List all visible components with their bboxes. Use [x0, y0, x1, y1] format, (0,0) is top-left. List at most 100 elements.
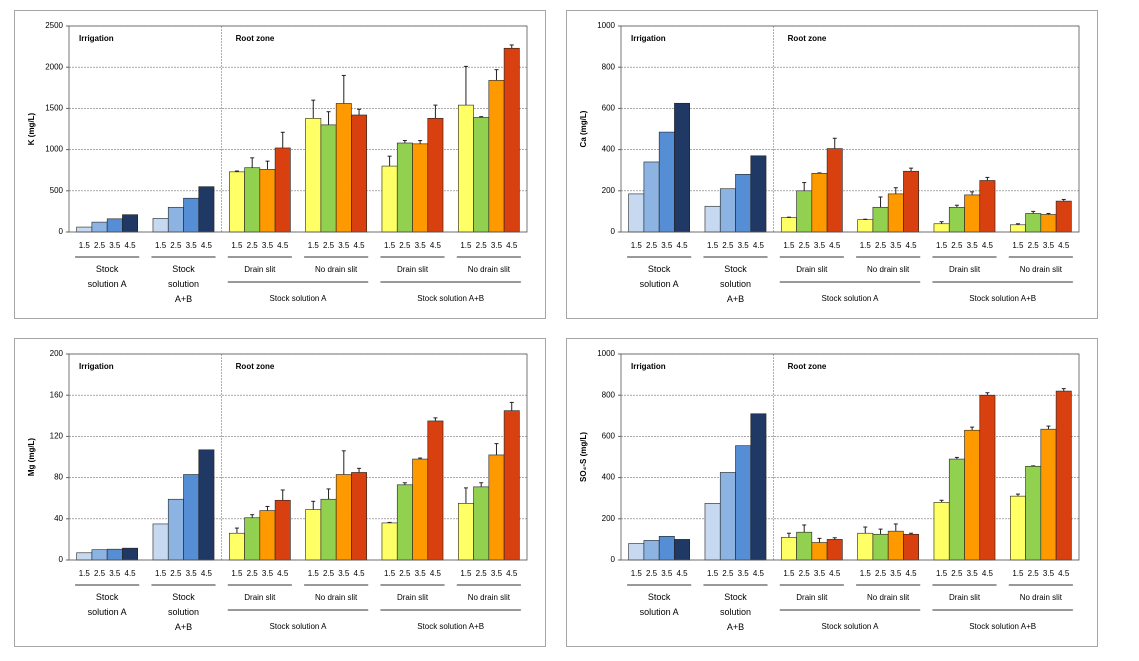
y-tick-label: 0 — [611, 227, 616, 236]
group-label-box: Stock solution A+B — [167, 592, 200, 632]
x-tick-label: 4.5 — [677, 569, 689, 578]
section-label: Root zone — [788, 362, 827, 371]
panel-frame — [14, 338, 546, 647]
bar — [259, 169, 276, 233]
y-tick-label: 400 — [602, 473, 616, 482]
y-tick-label: 200 — [602, 514, 616, 523]
bar — [857, 532, 874, 561]
bar — [796, 531, 813, 561]
group-label-box: Stock solution A — [639, 592, 679, 617]
x-tick-label: 3.5 — [262, 241, 274, 250]
bar — [964, 194, 981, 233]
y-tick-label: 800 — [602, 62, 616, 71]
x-tick-label: 4.5 — [677, 241, 689, 250]
group-label: Drain slit — [949, 265, 981, 274]
y-tick-label: 200 — [602, 186, 616, 195]
bar — [1009, 495, 1026, 561]
group-label: Stock solution A — [639, 264, 679, 289]
group-label: Stock solution A — [639, 592, 679, 617]
section-label: Irrigation — [79, 34, 114, 43]
group-label: No drain slit — [1020, 593, 1063, 602]
x-tick-label: 4.5 — [1058, 569, 1070, 578]
x-tick-label: 1.5 — [936, 569, 948, 578]
x-tick-label: 2.5 — [951, 569, 963, 578]
x-tick-label: 2.5 — [476, 241, 488, 250]
x-tick-label: 1.5 — [79, 241, 91, 250]
bar — [979, 180, 996, 233]
x-tick-label: 4.5 — [506, 569, 518, 578]
bar — [781, 217, 797, 233]
bar — [872, 533, 889, 561]
plot-frame — [620, 25, 1080, 233]
x-tick-label: 4.5 — [277, 569, 289, 578]
x-tick-label: 1.5 — [783, 569, 795, 578]
bar — [76, 226, 93, 233]
x-tick-label: 3.5 — [890, 569, 902, 578]
section-label: Irrigation — [631, 34, 666, 43]
bar — [274, 147, 291, 233]
bar — [488, 454, 505, 561]
bar — [122, 547, 139, 561]
x-tick-label: 3.5 — [814, 241, 826, 250]
x-tick-label: 2.5 — [722, 569, 734, 578]
bar — [381, 165, 398, 233]
y-axis-label: K (mg/L) — [27, 112, 36, 145]
bar — [427, 117, 444, 233]
group-label: Drain slit — [397, 593, 429, 602]
bar — [643, 161, 660, 233]
y-tick-label: 800 — [602, 390, 616, 399]
x-tick-label: 1.5 — [231, 569, 243, 578]
y-tick-label: 0 — [59, 555, 64, 564]
supergroup-label: Stock solution A — [270, 294, 328, 303]
group-label: No drain slit — [1020, 265, 1063, 274]
x-tick-label: 2.5 — [1028, 569, 1040, 578]
x-tick-label: 2.5 — [399, 241, 411, 250]
x-tick-label: 4.5 — [430, 241, 442, 250]
bar — [122, 214, 139, 233]
bar — [320, 124, 337, 233]
x-tick-label: 1.5 — [860, 569, 872, 578]
supergroup-label: Stock solution A+B — [969, 294, 1036, 303]
x-tick-label: 1.5 — [384, 241, 396, 250]
bar — [1040, 214, 1057, 233]
panel-frame — [566, 338, 1098, 647]
x-tick-label: 3.5 — [262, 569, 274, 578]
x-tick-label: 3.5 — [415, 241, 427, 250]
section-label: Root zone — [236, 362, 275, 371]
x-tick-label: 1.5 — [308, 569, 320, 578]
x-tick-label: 1.5 — [631, 569, 643, 578]
bar — [948, 458, 965, 561]
x-tick-label: 1.5 — [783, 241, 795, 250]
y-tick-label: 40 — [54, 514, 63, 523]
x-tick-label: 4.5 — [906, 241, 918, 250]
x-tick-label: 1.5 — [1012, 569, 1024, 578]
bar — [167, 498, 184, 561]
bar — [351, 472, 367, 561]
bar — [427, 420, 444, 561]
x-tick-label: 3.5 — [415, 569, 427, 578]
x-tick-label: 3.5 — [738, 241, 750, 250]
x-tick-label: 2.5 — [646, 569, 658, 578]
y-tick-label: 500 — [50, 186, 64, 195]
x-tick-label: 1.5 — [79, 569, 91, 578]
group-label: No drain slit — [315, 593, 358, 602]
x-tick-label: 4.5 — [982, 569, 994, 578]
bar — [457, 503, 474, 561]
bar — [887, 530, 904, 561]
x-tick-label: 4.5 — [506, 241, 518, 250]
bar — [719, 472, 736, 561]
x-tick-label: 3.5 — [890, 241, 902, 250]
bar — [335, 103, 352, 233]
x-tick-label: 2.5 — [170, 241, 182, 250]
x-tick-label: 4.5 — [354, 569, 366, 578]
group-label: Stock solution A+B — [167, 592, 200, 632]
bar — [503, 47, 520, 233]
x-tick-label: 2.5 — [875, 241, 887, 250]
x-tick-label: 3.5 — [661, 569, 673, 578]
x-tick-label: 2.5 — [799, 569, 811, 578]
plot-frame — [620, 353, 1080, 561]
section-label: Irrigation — [79, 362, 114, 371]
